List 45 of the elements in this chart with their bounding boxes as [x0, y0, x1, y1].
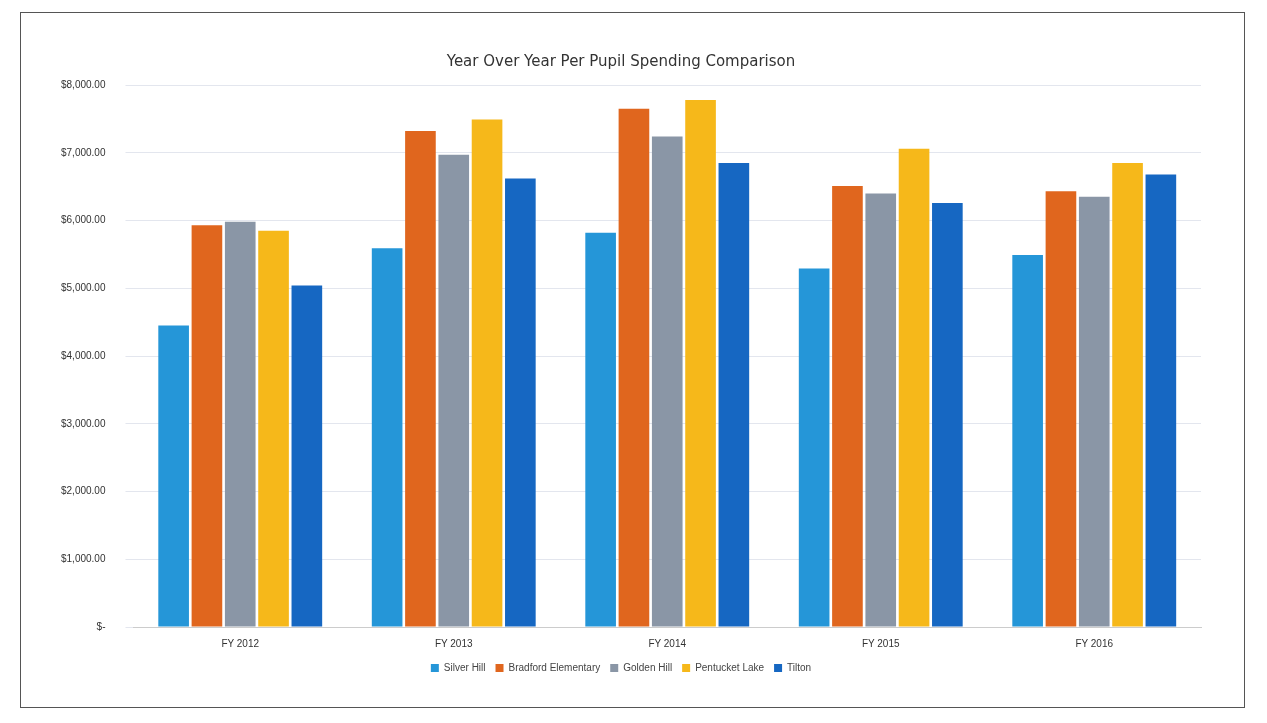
y-tick-label: $5,000.00 — [60, 282, 106, 293]
x-tick-label: FY 2016 — [1075, 637, 1114, 649]
y-tick-label: $- — [96, 620, 106, 632]
chart-title: Year Over Year Per Pupil Spending Comparison — [445, 51, 796, 70]
bar — [718, 162, 750, 627]
y-tick-label: $8,000.00 — [60, 78, 106, 90]
bar — [371, 248, 403, 627]
y-tick-label: $6,000.00 — [60, 214, 106, 226]
bar — [191, 225, 223, 627]
bar — [585, 232, 616, 627]
bar — [685, 99, 716, 627]
y-tick-label: $1,000.00 — [60, 553, 106, 564]
bar — [865, 193, 897, 627]
bar — [158, 325, 189, 627]
bar — [618, 108, 650, 627]
x-tick-label: FY 2014 — [648, 637, 687, 649]
bar — [258, 230, 289, 627]
bar — [291, 285, 323, 627]
x-tick-label: FY 2015 — [861, 637, 900, 649]
bar — [1045, 191, 1077, 627]
bar — [438, 154, 470, 627]
y-tick-label: $2,000.00 — [60, 485, 106, 497]
bar — [224, 221, 256, 627]
legend-label: Pentucket Lake — [695, 661, 765, 673]
bar — [651, 136, 683, 627]
bar — [471, 119, 503, 627]
legend-label: Silver Hill — [443, 661, 486, 673]
y-tick-label: $3,000.00 — [60, 417, 106, 429]
bar — [1078, 196, 1110, 627]
bar — [1012, 255, 1043, 627]
x-tick-label: FY 2013 — [434, 637, 473, 649]
bar — [898, 148, 930, 627]
legend-label: Bradford Elementary — [508, 661, 601, 673]
bar — [832, 185, 863, 627]
bar — [1145, 174, 1177, 627]
x-tick-label: FY 2012 — [221, 637, 260, 649]
legend-label: Tilton — [787, 661, 812, 673]
legend-label: Golden Hill — [623, 661, 673, 673]
y-tick-label: $7,000.00 — [60, 146, 106, 158]
bar — [932, 202, 963, 627]
bar — [798, 268, 830, 627]
bar — [405, 131, 436, 627]
bar — [1112, 162, 1143, 627]
y-tick-label: $4,000.00 — [60, 349, 106, 361]
bar — [505, 178, 536, 627]
